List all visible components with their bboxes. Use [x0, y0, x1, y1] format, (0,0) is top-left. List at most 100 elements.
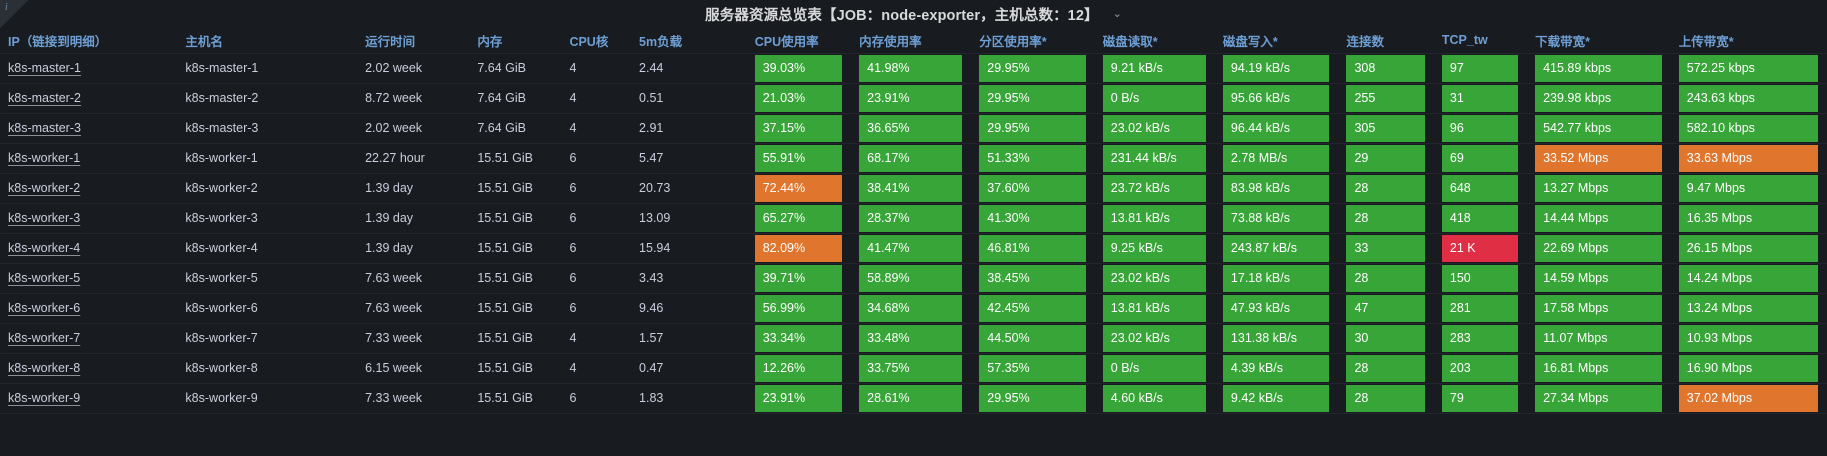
cell-cpu_usage: 55.91% — [746, 143, 852, 174]
column-header-label: IP（链接到明细） — [8, 34, 108, 49]
ip-detail-link[interactable]: k8s-master-2 — [8, 91, 81, 105]
ip-detail-link[interactable]: k8s-worker-3 — [8, 211, 81, 225]
cell-uptime: 6.15 week — [357, 353, 470, 384]
column-header-tcp_tw[interactable]: TCP_tw — [1433, 28, 1528, 54]
ip-detail-link[interactable]: k8s-worker-4 — [8, 241, 81, 255]
value-chip-down_bw: 33.52 Mbps — [1535, 144, 1662, 172]
cell-uptime: 22.27 hour — [357, 143, 470, 174]
cell-tcp_tw: 97 — [1433, 53, 1528, 84]
value-chip-tcp_tw: 418 — [1441, 204, 1519, 232]
value-chip-cpu_usage: 23.91% — [754, 384, 843, 412]
table-scroll-container[interactable]: IP（链接到明细） 主机名 运行时间 内存 CPU核 5m负载 CPU使用率 内存使用率 分区使… — [0, 28, 1827, 456]
cell-part_usage: 29.95% — [971, 53, 1095, 84]
value-chip-disk_read: 23.72 kB/s — [1102, 174, 1206, 202]
cell-mem_usage: 33.75% — [851, 353, 972, 384]
info-icon: i — [5, 2, 8, 13]
column-header-memory[interactable]: 内存 — [469, 28, 562, 54]
value-chip-part_usage: 29.95% — [979, 54, 1086, 82]
column-header-cpu_usage[interactable]: CPU使用率 — [746, 28, 852, 54]
value-chip-conns: 28 — [1346, 354, 1425, 382]
value-chip-conns: 33 — [1346, 234, 1425, 262]
column-header-down_bw[interactable]: 下载带宽* — [1527, 28, 1671, 54]
value-chip-conns: 305 — [1346, 114, 1425, 142]
cell-cpu_cores: 6 — [561, 383, 632, 414]
column-header-ip[interactable]: IP（链接到明细） — [0, 28, 178, 54]
cell-up_bw: 33.63 Mbps — [1670, 143, 1827, 174]
ip-detail-link[interactable]: k8s-worker-7 — [8, 331, 81, 345]
value-chip-down_bw: 22.69 Mbps — [1535, 234, 1662, 262]
column-header-disk_write[interactable]: 磁盘写入* — [1214, 28, 1339, 54]
value-chip-up_bw: 9.47 Mbps — [1678, 174, 1818, 202]
cell-disk_read: 13.81 kB/s — [1094, 203, 1215, 234]
cell-memory: 15.51 GiB — [469, 293, 562, 324]
ip-detail-link[interactable]: k8s-worker-6 — [8, 301, 81, 315]
cell-uptime: 2.02 week — [357, 53, 470, 84]
value-chip-up_bw: 243.63 kbps — [1678, 84, 1818, 112]
cell-up_bw: 243.63 kbps — [1670, 83, 1827, 114]
cell-hostname: k8s-worker-9 — [177, 383, 358, 414]
cell-disk_write: 17.18 kB/s — [1214, 263, 1339, 294]
table-row: k8s-worker-4 k8s-worker-4 1.39 day 15.51 Gi… — [0, 233, 1827, 264]
cell-uptime: 7.33 week — [357, 383, 470, 414]
cell-conns: 255 — [1338, 83, 1434, 114]
ip-detail-link[interactable]: k8s-worker-5 — [8, 271, 81, 285]
cell-hostname: k8s-master-3 — [177, 113, 358, 144]
cell-hostname: k8s-worker-7 — [177, 323, 358, 354]
cell-mem_usage: 33.48% — [851, 323, 972, 354]
value-chip-mem_usage: 33.75% — [859, 354, 963, 382]
column-header-load5m[interactable]: 5m负载 — [631, 28, 747, 54]
cell-conns: 28 — [1338, 173, 1434, 204]
ip-detail-link[interactable]: k8s-worker-2 — [8, 181, 81, 195]
cell-disk_write: 96.44 kB/s — [1214, 113, 1339, 144]
value-chip-part_usage: 42.45% — [979, 294, 1086, 322]
cell-ip: k8s-worker-9 — [0, 383, 178, 414]
cell-memory: 7.64 GiB — [469, 53, 562, 84]
cell-down_bw: 27.34 Mbps — [1527, 383, 1671, 414]
cell-hostname: k8s-worker-3 — [177, 203, 358, 234]
value-chip-mem_usage: 58.89% — [859, 264, 963, 292]
cell-disk_read: 4.60 kB/s — [1094, 383, 1215, 414]
column-header-conns[interactable]: 连接数 — [1338, 28, 1434, 54]
ip-detail-link[interactable]: k8s-worker-1 — [8, 151, 81, 165]
cell-up_bw: 37.02 Mbps — [1670, 383, 1827, 414]
value-chip-down_bw: 17.58 Mbps — [1535, 294, 1662, 322]
chevron-down-icon[interactable]: ⌄ — [1112, 7, 1122, 20]
cell-mem_usage: 41.98% — [851, 53, 972, 84]
value-chip-cpu_usage: 39.03% — [754, 54, 843, 82]
column-header-uptime[interactable]: 运行时间 — [357, 28, 470, 54]
value-chip-tcp_tw: 21 K — [1441, 234, 1519, 262]
cell-part_usage: 38.45% — [971, 263, 1095, 294]
column-header-label: 5m负载 — [639, 34, 683, 49]
column-header-hostname[interactable]: 主机名 — [177, 28, 358, 54]
cell-load5m: 15.94 — [631, 233, 747, 264]
panel-title: 服务器资源总览表【JOB：node-exporter，主机总数：12】 — [705, 7, 1099, 24]
cell-cpu_usage: 39.03% — [746, 53, 852, 84]
value-chip-cpu_usage: 65.27% — [754, 204, 843, 232]
cell-part_usage: 37.60% — [971, 173, 1095, 204]
cell-disk_write: 243.87 kB/s — [1214, 233, 1339, 264]
value-chip-conns: 47 — [1346, 294, 1425, 322]
value-chip-down_bw: 239.98 kbps — [1535, 84, 1662, 112]
ip-detail-link[interactable]: k8s-master-1 — [8, 61, 81, 75]
column-header-up_bw[interactable]: 上传带宽* — [1670, 28, 1827, 54]
value-chip-cpu_usage: 55.91% — [754, 144, 843, 172]
value-chip-mem_usage: 38.41% — [859, 174, 963, 202]
column-header-mem_usage[interactable]: 内存使用率 — [851, 28, 972, 54]
value-chip-disk_write: 243.87 kB/s — [1222, 234, 1330, 262]
cell-tcp_tw: 203 — [1433, 353, 1528, 384]
cell-load5m: 0.47 — [631, 353, 747, 384]
ip-detail-link[interactable]: k8s-worker-9 — [8, 391, 81, 405]
column-header-part_usage[interactable]: 分区使用率* — [971, 28, 1095, 54]
table-row: k8s-worker-5 k8s-worker-5 7.63 week 15.51 G… — [0, 263, 1827, 294]
column-header-disk_read[interactable]: 磁盘读取* — [1094, 28, 1215, 54]
panel-description-icon[interactable]: i — [0, 0, 30, 28]
column-header-cpu_cores[interactable]: CPU核 — [561, 28, 632, 54]
value-chip-up_bw: 26.15 Mbps — [1678, 234, 1818, 262]
ip-detail-link[interactable]: k8s-worker-8 — [8, 361, 81, 375]
cell-disk_write: 95.66 kB/s — [1214, 83, 1339, 114]
cell-up_bw: 16.90 Mbps — [1670, 353, 1827, 384]
value-chip-down_bw: 542.77 kbps — [1535, 114, 1662, 142]
value-chip-tcp_tw: 203 — [1441, 354, 1519, 382]
ip-detail-link[interactable]: k8s-master-3 — [8, 121, 81, 135]
cell-down_bw: 14.44 Mbps — [1527, 203, 1671, 234]
